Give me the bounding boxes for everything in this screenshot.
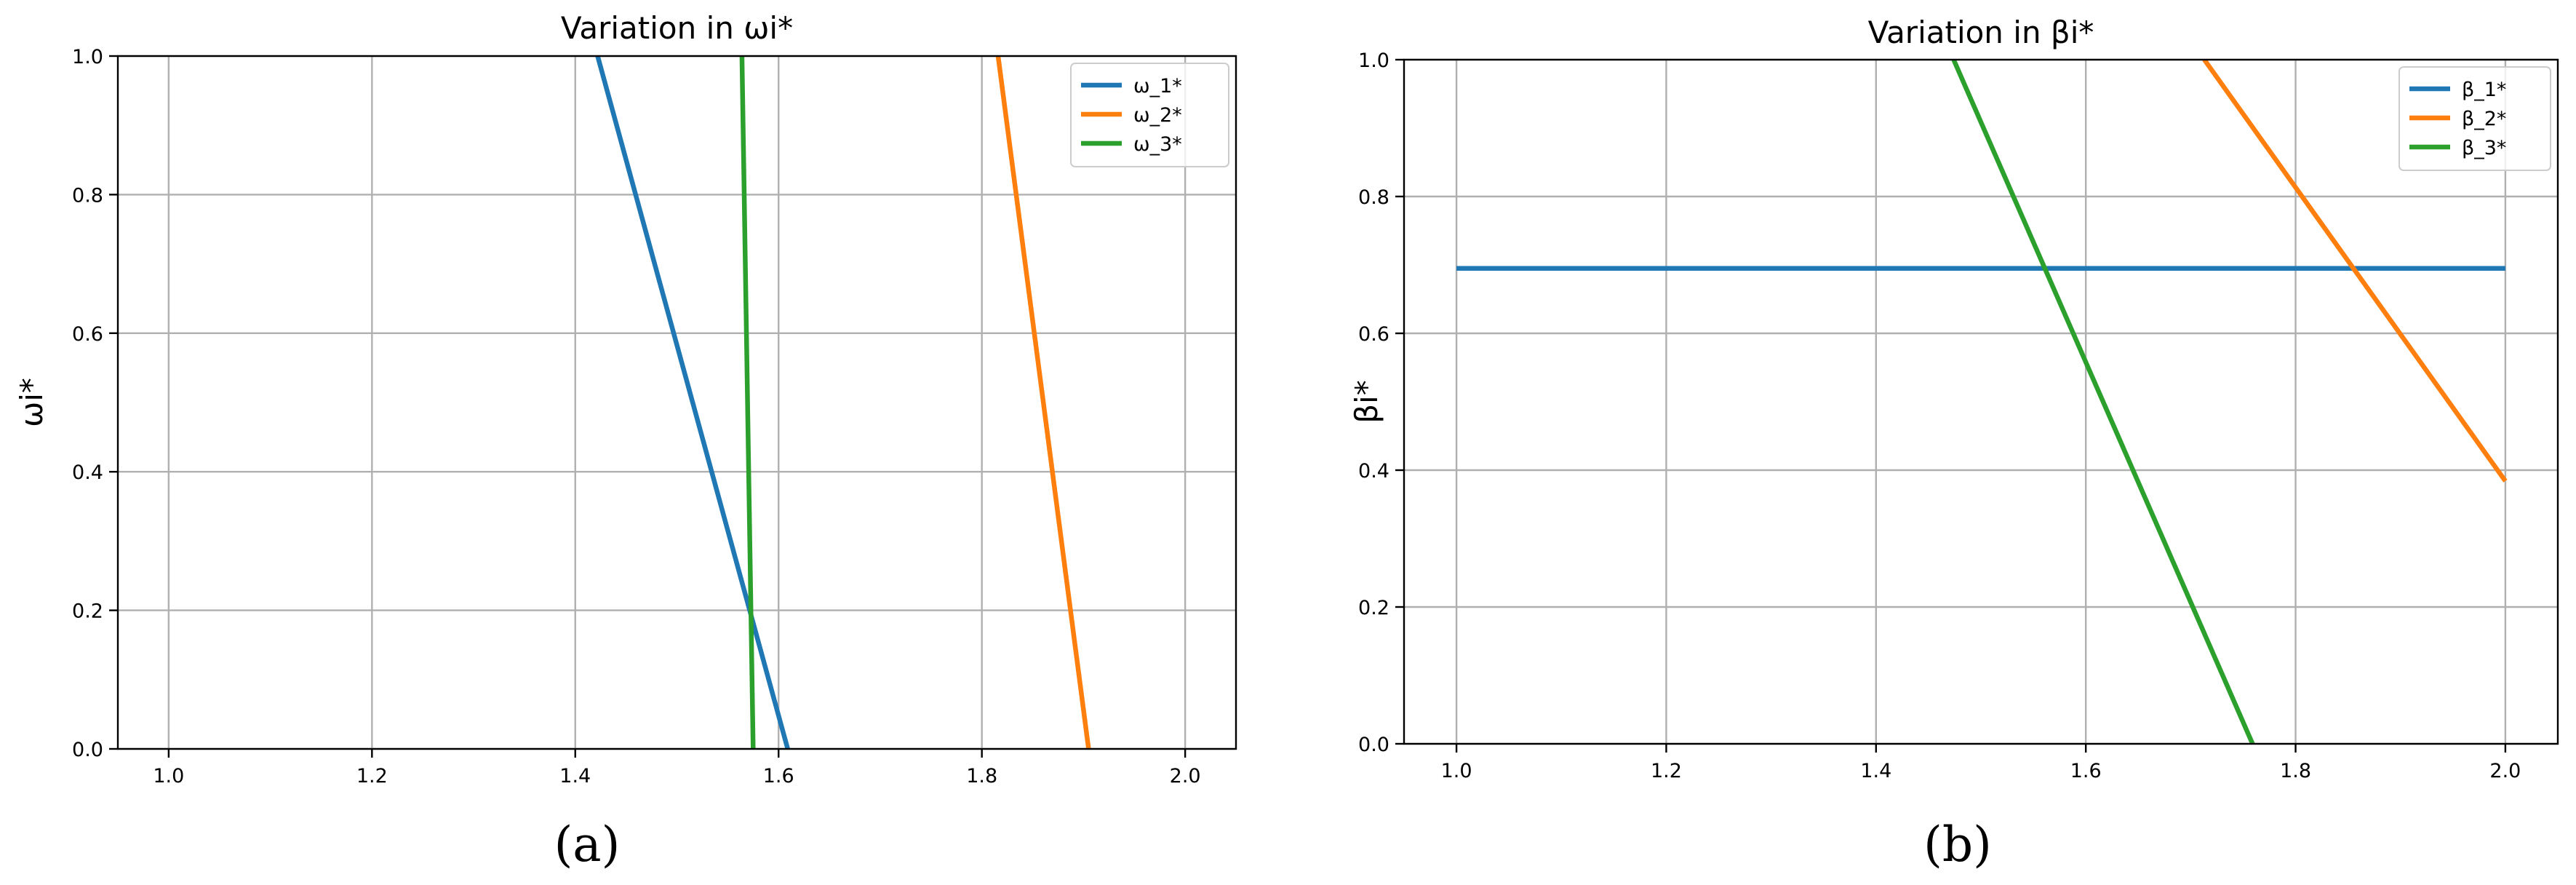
y-tick-label: 0.8	[1358, 186, 1389, 209]
y-tick-label: 0.6	[72, 323, 103, 346]
y-tick-label: 0.6	[1358, 323, 1389, 346]
series-line-3	[739, 56, 756, 749]
panel-label: (b)	[1923, 817, 1992, 873]
series-line-3	[1951, 60, 2255, 744]
axes-frame	[116, 55, 1237, 750]
y-tick-label: 0.4	[72, 461, 103, 484]
x-tick-label: 1.8	[2280, 760, 2311, 782]
chart-panel-b: 1.0 1.2 1.4 1.6 1.8 2.0 0.0 0.2 0.4 0.6 0.8 1.0 Vari…	[1349, 15, 2559, 873]
chart-title: Variation in ωi*	[561, 10, 793, 46]
legend-entry: β_2*	[2462, 108, 2506, 130]
x-tick-label: 2.0	[1170, 765, 1201, 787]
chart-panel-a: 1.0 1.2 1.4 1.6 1.8 2.0 0.0 0.2 0.4 0.6 0.8 1.0 Vari…	[14, 10, 1237, 873]
panel-label: (a)	[554, 817, 621, 873]
y-tick-label: 0.4	[1358, 460, 1389, 483]
y-tick-label: 1.0	[1358, 49, 1389, 72]
legend-entry: β_1*	[2462, 79, 2506, 101]
legend-frame	[1070, 63, 1229, 167]
y-axis-label: ωi*	[14, 378, 49, 427]
x-tick-label: 1.4	[559, 765, 591, 787]
legend: ω_1* ω_2* ω_3*	[1070, 63, 1229, 167]
legend-entry: ω_2*	[1133, 104, 1182, 127]
y-tick-label: 0.8	[72, 184, 103, 207]
x-tick-label: 1.2	[356, 765, 388, 787]
chart-title: Variation in βi*	[1868, 15, 2094, 50]
series-group	[1456, 60, 2508, 744]
legend: β_1* β_2* β_3*	[2398, 66, 2551, 171]
x-tick-label: 1.6	[763, 765, 794, 787]
x-tick-label: 1.4	[1860, 760, 1891, 782]
axes-frame	[1403, 58, 2559, 745]
y-axis-label: βi*	[1349, 380, 1384, 423]
legend-frame	[2398, 66, 2551, 171]
y-tick-label: 0.2	[72, 600, 103, 623]
y-tick-label: 0.0	[72, 739, 103, 761]
y-tick-label: 0.2	[1358, 597, 1389, 619]
series-group	[595, 56, 1091, 749]
legend-entry: ω_3*	[1133, 133, 1182, 156]
series-line-1	[595, 56, 790, 749]
x-tick-label: 1.2	[1651, 760, 1682, 782]
x-tick-label: 1.6	[2070, 760, 2102, 782]
x-tick-label: 1.0	[153, 765, 184, 787]
y-tick-label: 0.0	[1358, 734, 1389, 756]
x-tick-label: 1.0	[1441, 760, 1472, 782]
legend-entry: ω_1*	[1133, 75, 1182, 98]
x-tick-label: 1.8	[966, 765, 997, 787]
series-line-2	[2202, 60, 2508, 483]
y-tick-label: 1.0	[72, 46, 103, 68]
x-tick-label: 2.0	[2489, 760, 2521, 782]
series-line-2	[995, 56, 1091, 749]
legend-entry: β_3*	[2462, 137, 2506, 159]
